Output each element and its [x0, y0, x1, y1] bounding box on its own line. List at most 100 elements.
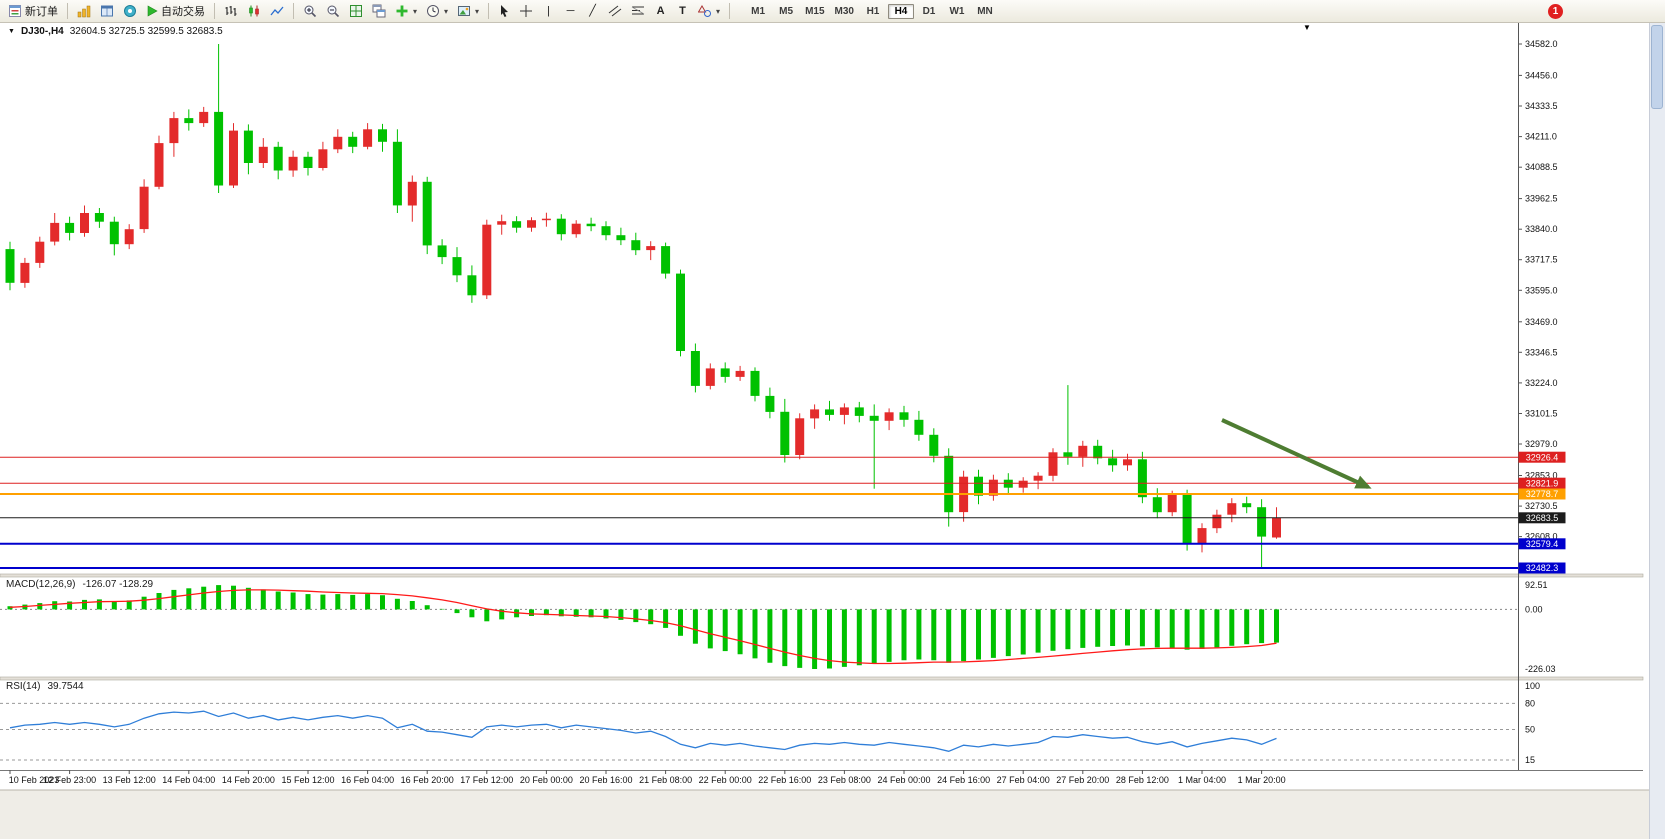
label-button[interactable]: T: [672, 0, 693, 22]
channel-button[interactable]: [604, 0, 626, 22]
new-order-icon: [8, 4, 22, 18]
bar-chart-button[interactable]: [220, 0, 242, 22]
new-chart-icon: [349, 4, 363, 18]
price-tick-label: 34456.0: [1525, 70, 1558, 80]
notification-badge[interactable]: 1: [1548, 3, 1563, 19]
price-badge-label: 32926.4: [1526, 452, 1559, 462]
navigator-icon: [123, 4, 137, 18]
line-chart-icon: [270, 4, 284, 18]
macd-name: MACD(12,26,9): [6, 579, 76, 590]
tab-timeframe-m5[interactable]: M5: [779, 5, 794, 17]
pane-separator[interactable]: [0, 573, 1644, 578]
toolbar-separator: [488, 3, 490, 19]
tab-timeframe-m15[interactable]: M15: [805, 5, 825, 17]
scrollbar-thumb[interactable]: [1651, 25, 1663, 109]
date-label: 17 Feb 12:00: [460, 775, 513, 785]
trendline-button[interactable]: ╱: [582, 0, 603, 22]
data-window-button[interactable]: [96, 0, 118, 22]
horizontal-line-button[interactable]: ─: [560, 0, 581, 22]
toolbar-overflow-icon[interactable]: ▼: [1303, 23, 1311, 32]
chevron-down-icon: ▾: [716, 6, 721, 16]
macd-scale-label: 0.00: [1525, 604, 1543, 614]
date-label: 12 Feb 23:00: [43, 775, 96, 785]
date-label: 20 Feb 00:00: [520, 775, 573, 785]
tile-windows-button[interactable]: [368, 0, 390, 22]
tab-timeframe-w1[interactable]: W1: [949, 5, 965, 17]
price-tick-label: 32979.0: [1525, 439, 1558, 449]
vertical-line-button[interactable]: |: [538, 0, 559, 22]
rsi-scale-label: 80: [1525, 698, 1535, 708]
ohlc-collapse-icon[interactable]: ▼: [8, 27, 15, 35]
price-tick-label: 33595.0: [1525, 285, 1558, 295]
date-label: 27 Feb 20:00: [1056, 775, 1109, 785]
tab-timeframe-h4[interactable]: H4: [887, 3, 914, 19]
autotrade-button[interactable]: 自动交易: [142, 0, 209, 22]
tab-timeframe-m1[interactable]: M1: [751, 5, 766, 17]
chart-canvas[interactable]: 34582.0 34456.0 34333.5 34211.0 34088.5 33962…: [0, 23, 1665, 839]
price-badge-label: 32778.7: [1526, 489, 1559, 499]
date-label: 1 Mar 20:00: [1238, 775, 1286, 785]
price-tick-label: 34211.0: [1525, 132, 1557, 142]
price-line-badge: [1518, 562, 1566, 574]
fibonacci-button[interactable]: [627, 0, 649, 22]
date-label: 10 Feb 2023: [9, 775, 60, 785]
bottom-filler: [0, 790, 1665, 839]
rsi-scale-label: 50: [1525, 725, 1535, 735]
label-icon: T: [679, 5, 686, 17]
new-order-label: 新订单: [25, 6, 58, 18]
price-line-badge: [1518, 451, 1566, 463]
tab-timeframe-h1[interactable]: H1: [866, 5, 880, 17]
vertical-scrollbar[interactable]: [1649, 23, 1665, 839]
timeframe-group: M1 M5 M15 M30 H1 H4 D1 W1 MN: [745, 3, 998, 19]
date-label: 15 Feb 12:00: [281, 775, 334, 785]
vertical-line-icon: |: [547, 5, 550, 17]
price-tick-label: 33840.0: [1525, 224, 1558, 234]
autotrade-label: 自动交易: [161, 6, 205, 18]
price-tick-label: 33101.5: [1525, 409, 1558, 419]
rsi-scale-label: 100: [1525, 681, 1540, 691]
candlestick-button[interactable]: [243, 0, 265, 22]
date-label: 16 Feb 20:00: [401, 775, 454, 785]
new-chart-button[interactable]: [345, 0, 367, 22]
toolbar-separator: [214, 3, 215, 19]
new-order-button[interactable]: 新订单: [4, 0, 62, 22]
trend-arrow-annotation[interactable]: [1221, 418, 1372, 489]
market-watch-button[interactable]: [73, 0, 95, 22]
chevron-down-icon: ▾: [413, 6, 418, 16]
shapes-icon: [698, 4, 712, 18]
toolbar-separator: [729, 3, 731, 19]
fibonacci-icon: [631, 4, 645, 18]
toolbar-separator: [293, 3, 294, 19]
text-button[interactable]: A: [650, 0, 671, 22]
navigator-button[interactable]: [119, 0, 141, 22]
periods-button[interactable]: ▾: [422, 0, 452, 22]
tab-timeframe-mn[interactable]: MN: [977, 5, 993, 17]
tab-timeframe-m30[interactable]: M30: [834, 5, 854, 17]
macd-scale-label: 92.51: [1525, 580, 1548, 590]
horizontal-price-lines[interactable]: [0, 456, 1518, 569]
chart-title: ▼ DJ30-,H4 32604.5 32725.5 32599.5 32683…: [8, 26, 223, 37]
ohlc-values: 32604.5 32725.5 32599.5 32683.5: [69, 26, 223, 37]
symbol-period-label: DJ30-,H4: [20, 26, 64, 37]
date-label: 22 Feb 00:00: [699, 775, 752, 785]
zoom-out-button[interactable]: [322, 0, 344, 22]
date-label: 14 Feb 04:00: [162, 775, 215, 785]
templates-button[interactable]: ▾: [453, 0, 483, 22]
crosshair-button[interactable]: [515, 0, 537, 22]
zoom-in-button[interactable]: [299, 0, 321, 22]
price-axis[interactable]: 34582.0 34456.0 34333.5 34211.0 34088.5 33962…: [1518, 23, 1566, 770]
pane-separator[interactable]: [0, 676, 1644, 681]
tab-timeframe-d1[interactable]: D1: [922, 5, 936, 17]
date-label: 27 Feb 04:00: [997, 775, 1050, 785]
date-label: 1 Mar 04:00: [1178, 775, 1226, 785]
data-window-icon: [100, 4, 114, 18]
zoom-in-icon: [303, 4, 317, 18]
price-line-badge: [1518, 477, 1566, 489]
indicators-button[interactable]: ▾: [391, 0, 421, 22]
shapes-button[interactable]: ▾: [694, 0, 724, 22]
price-badge-label: 32683.5: [1526, 513, 1559, 523]
price-line-badge: [1518, 512, 1566, 524]
line-chart-button[interactable]: [266, 0, 288, 22]
cursor-button[interactable]: [494, 0, 514, 22]
